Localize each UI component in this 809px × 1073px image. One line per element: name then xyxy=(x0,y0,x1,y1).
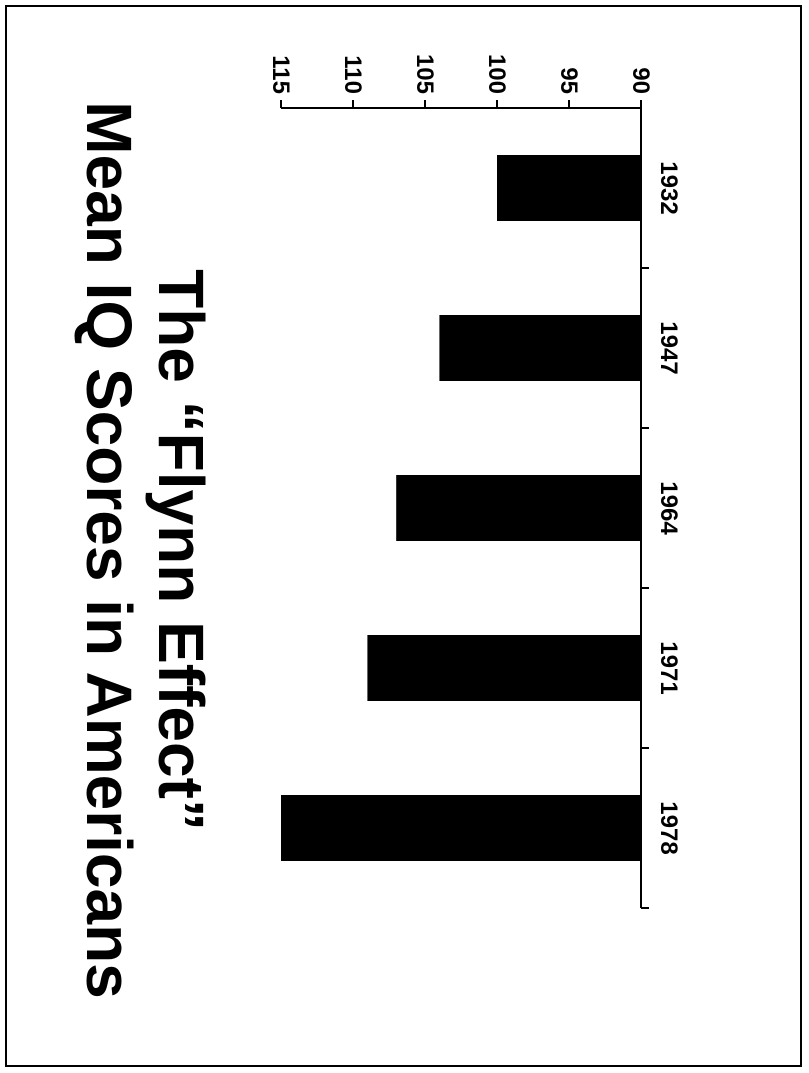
y-tick-label: 100 xyxy=(483,54,510,94)
x-tick-label: 1964 xyxy=(655,481,682,535)
bar xyxy=(281,795,641,861)
y-tick-label: 110 xyxy=(339,55,366,94)
bars xyxy=(281,155,641,861)
x-tick-label: 1947 xyxy=(655,321,682,374)
y-tick-label: 115 xyxy=(267,55,294,94)
bar xyxy=(497,155,641,221)
x-tick-label: 1932 xyxy=(655,161,682,214)
x-tick-label: 1971 xyxy=(655,641,682,694)
y-axis: 90 95 100 105 110 115 xyxy=(267,54,654,109)
x-tick-label: 1978 xyxy=(655,801,682,854)
bar xyxy=(439,315,641,381)
y-tick-label: 105 xyxy=(411,54,438,94)
bar xyxy=(367,635,641,701)
y-tick-label: 95 xyxy=(555,67,582,94)
x-axis: 1932 1947 1964 1971 1978 xyxy=(640,108,682,909)
y-tick-label: 90 xyxy=(627,67,654,94)
chart-subtitle: The “Flynn Effect” xyxy=(145,269,217,831)
chart-title: Mean IQ Scores in Americans xyxy=(73,101,145,999)
bar xyxy=(396,475,641,541)
